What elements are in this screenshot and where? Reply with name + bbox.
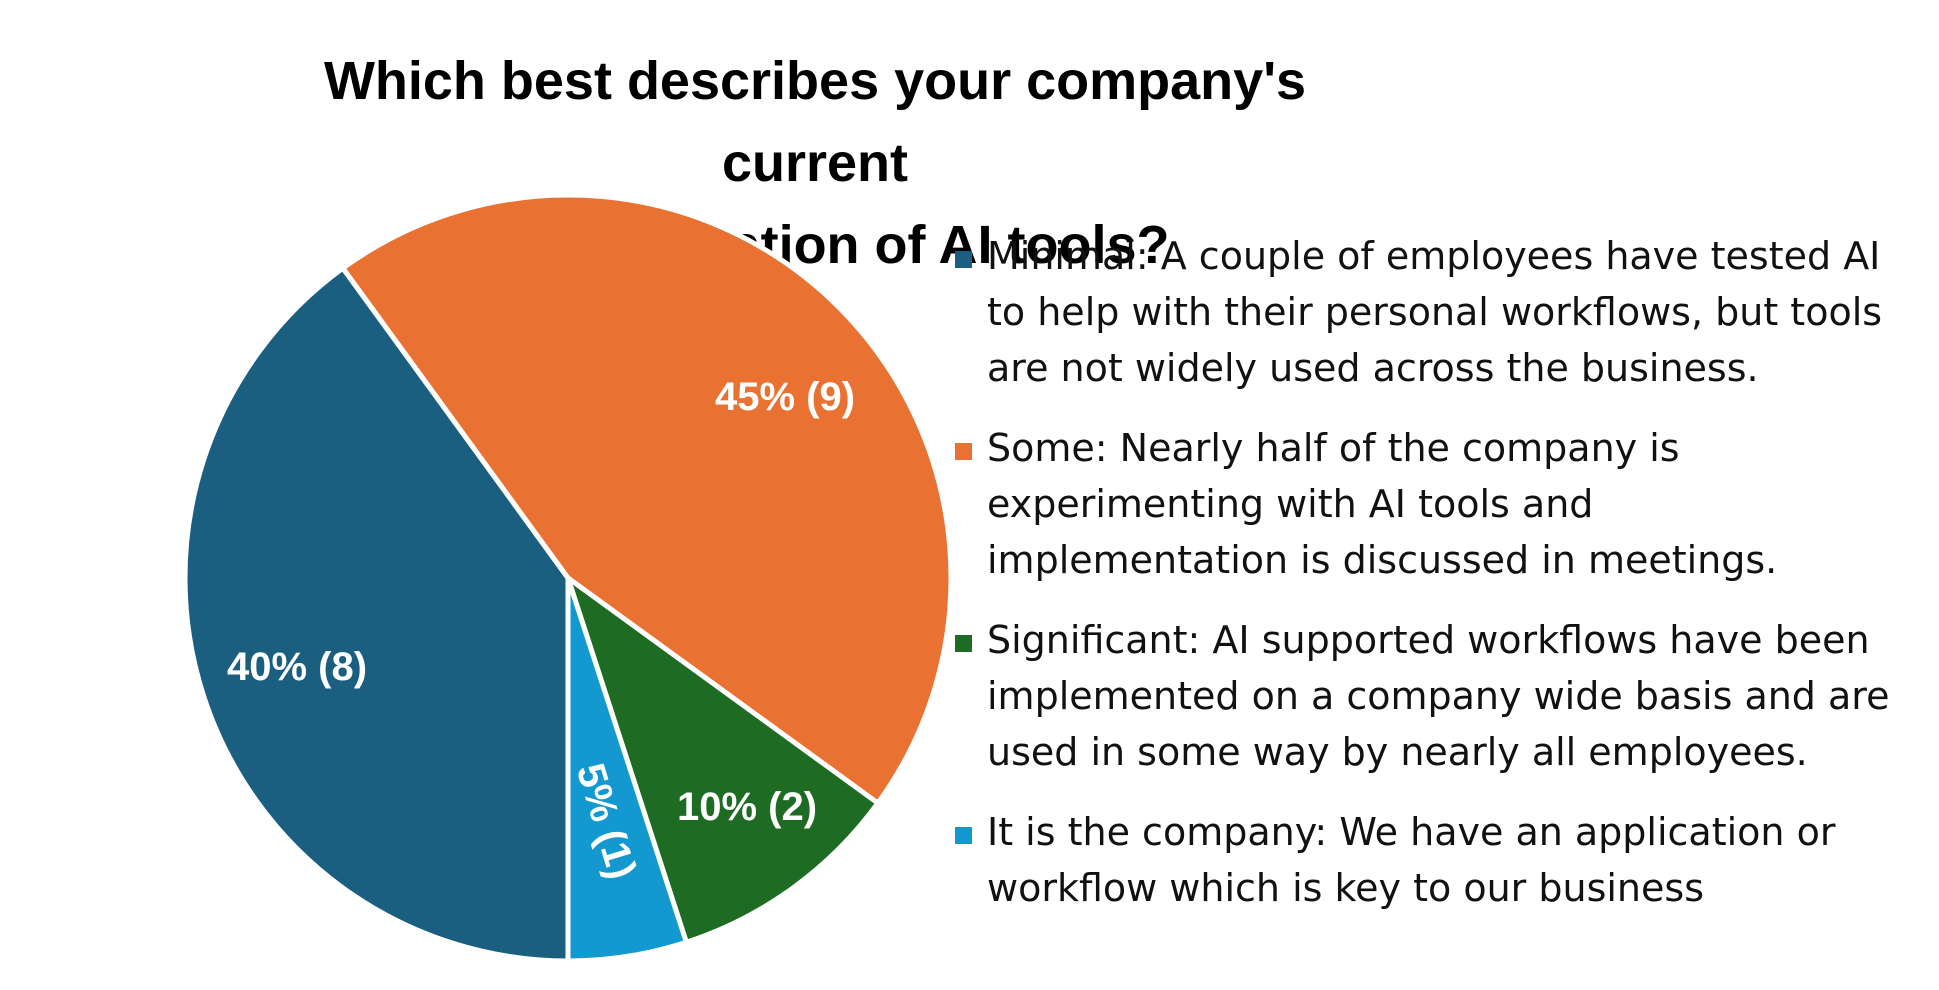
legend-label-minimal: Minimal: A couple of employees have test… [987, 228, 1915, 396]
legend-label-it-is-the-company: It is the company: We have an applicatio… [987, 804, 1915, 916]
pie-slice-some [340, 192, 954, 806]
pie-slice-minimal [182, 265, 571, 964]
legend-label-line: experimenting with AI tools and [987, 482, 1594, 526]
legend-item-significant: Significant: AI supported workflows have… [955, 612, 1915, 780]
legend-label-line: implemented on a company wide basis and … [987, 674, 1890, 718]
pie-slice-significant [565, 575, 881, 945]
data-label-minimal: 40% (8) [227, 645, 367, 689]
legend-label-line: It is the company: We have an applicatio… [987, 810, 1836, 854]
legend-label-some: Some: Nearly half of the company is exper… [987, 420, 1915, 588]
legend-label-line: implementation is discussed in meetings. [987, 538, 1778, 582]
legend-swatch-minimal [955, 251, 972, 268]
legend-label-significant: Significant: AI supported workflows have… [987, 612, 1915, 780]
legend-swatch-significant [955, 635, 972, 652]
data-label-some: 45% (9) [715, 375, 855, 419]
data-label-significant: 10% (2) [677, 785, 817, 829]
legend-label-line: workflow which is key to our business [987, 866, 1704, 910]
chart-title-line: Which best describes your company's curr… [323, 51, 1307, 193]
legend-swatch-some [955, 443, 972, 460]
legend: Minimal: A couple of employees have test… [955, 228, 1915, 940]
legend-item-it-is-the-company: It is the company: We have an applicatio… [955, 804, 1915, 916]
legend-label-line: used in some way by nearly all employees… [987, 730, 1808, 774]
legend-label-line: are not widely used across the business. [987, 346, 1759, 390]
pie-slice-it-is-the-company [565, 575, 689, 964]
legend-swatch-it-is-the-company [955, 827, 972, 844]
legend-label-line: Significant: AI supported workflows have… [987, 618, 1870, 662]
legend-label-line: Some: Nearly half of the company is [987, 426, 1680, 470]
legend-item-minimal: Minimal: A couple of employees have test… [955, 228, 1915, 396]
legend-label-line: to help with their personal workflows, b… [987, 290, 1883, 334]
legend-item-some: Some: Nearly half of the company is exper… [955, 420, 1915, 588]
legend-label-line: Minimal: A couple of employees have test… [987, 234, 1881, 278]
